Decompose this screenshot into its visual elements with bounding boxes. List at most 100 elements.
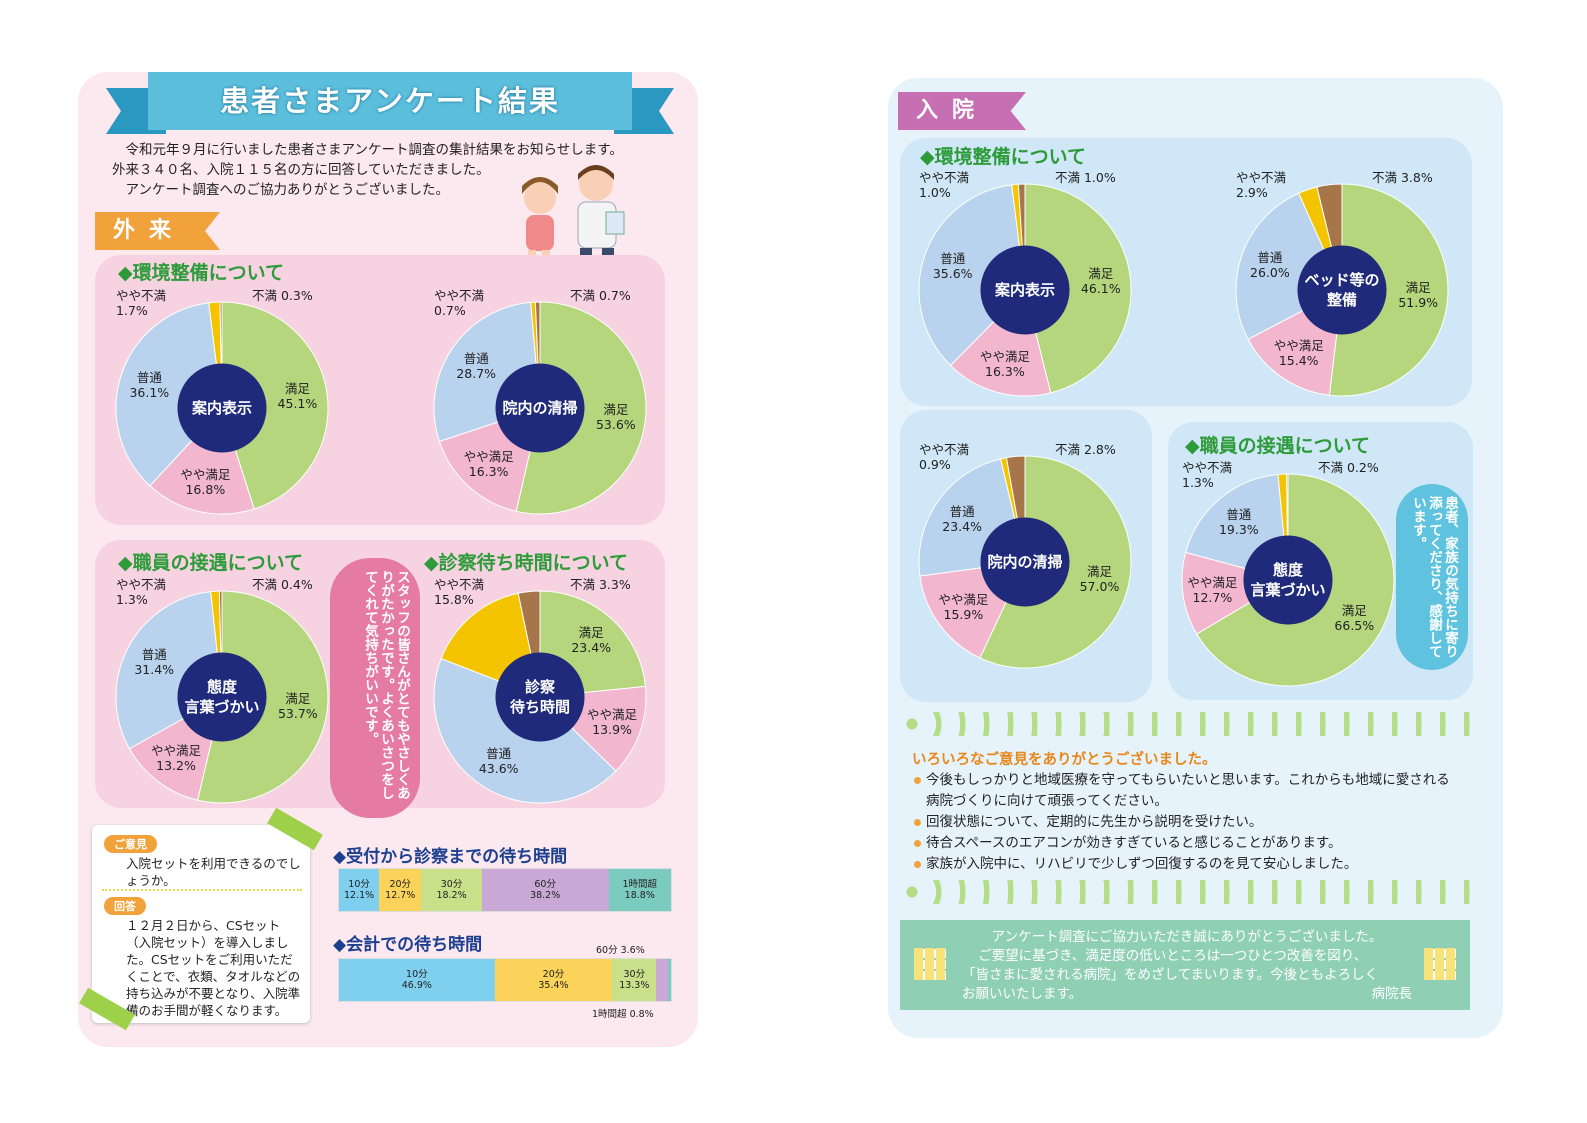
opinions-list: 今後もしっかりと地域医療を守ってもらいたいと思います。これからも地域に愛される病… [914, 770, 1462, 875]
pie-slice-label: やや満足 13.2% [150, 742, 201, 773]
intro-line: 令和元年９月に行いました患者さまアンケート調査の集計結果をお知らせします。 [125, 142, 623, 158]
billing-over1h-label: 1時間超 0.8% [592, 1009, 654, 1020]
reception-wait-heading: ◆受付から診察までの待ち時間 [333, 847, 568, 867]
thanks-line: アンケート調査にご協力いただき誠にありがとうございました。 [991, 929, 1383, 945]
pie-slice [1328, 183, 1449, 397]
pie-slice-label: 不満 3.3% [570, 577, 631, 592]
pie-slice-label: やや不満 1.3% [116, 577, 167, 607]
pie-slice-label: 不満 0.4% [252, 577, 313, 592]
pie-slice-label: やや満足 16.8% [180, 467, 231, 498]
grid-icon [1424, 948, 1456, 980]
pie-center [177, 363, 267, 453]
pie-center [495, 652, 585, 742]
opinions-heading: いろいろなご意見をありがとうございました。 [912, 752, 1217, 768]
inpatient-env-heading: ◆環境整備について [920, 146, 1087, 168]
pie-slice-label: やや満足 15.4% [1273, 337, 1324, 368]
pie-slice-label: やや不満 0.7% [434, 288, 485, 318]
pie-slice-label: 普通 35.6% [932, 250, 973, 281]
thanks-line: 「皆さまに愛される病院」をめざしてまいります。今後ともよろしく [962, 967, 1379, 983]
bar-segment [668, 959, 671, 1001]
bar-segment: 30分 13.3% [612, 959, 657, 1001]
inpatient-comment-bubble: 患者、家族の気持ちに寄り添ってくださり、感謝しています。 [1396, 484, 1468, 670]
pie-slice-label: やや満足 15.9% [938, 592, 989, 623]
reception-wait-bar: 10分 12.1% 20分 12.7% 30分 18.2% 60分 38.2% 1時間超 18.8… [338, 868, 672, 912]
pie-slice-label: 不満 1.0% [1055, 170, 1116, 185]
answer-text: １２月２日から、CSセット（入院セット）を導入しました。CSセットをご利用いただ… [126, 918, 301, 1018]
intro-text: 令和元年９月に行いました患者さまアンケート調査の集計結果をお知らせします。 外来… [112, 140, 672, 200]
intro-line: アンケート調査へのご協力ありがとうございました。 [125, 182, 449, 198]
pie-slice-label: 普通 19.3% [1218, 506, 1259, 537]
thanks-line: お願いいたします。 [962, 986, 1083, 1002]
opinion-item: 回復状態について、定期的に先生から説明を受けたい。 [914, 812, 1462, 833]
pie-title: 診察 待ち時間 [509, 678, 570, 716]
pie-title: 院内の清掃 [502, 399, 578, 417]
pie-chart [115, 590, 329, 804]
pie-chart [115, 301, 329, 515]
doctor-head [579, 167, 613, 201]
thanks-box: アンケート調査にご協力いただき誠にありがとうございました。 ご要望に基づき、満足… [900, 920, 1470, 1010]
pie-slice-label: 満足 57.0% [1079, 563, 1120, 594]
pie-slice-label: 普通 28.7% [456, 351, 497, 382]
pie-slice-label: やや不満 1.7% [116, 288, 167, 318]
pie-slice-label: 不満 3.8% [1372, 170, 1433, 185]
pie-slice-label: 普通 23.4% [942, 503, 982, 534]
billing-wait-heading: ◆会計での待ち時間 [333, 935, 483, 955]
bar-segment: 1時間超 18.8% [608, 869, 671, 911]
bar-segment: 60分 38.2% [481, 869, 609, 911]
outpatient-wait-heading: ◆診察待ち時間について [424, 552, 629, 574]
pie-center [980, 245, 1070, 335]
pie-slice-label: 不満 0.2% [1318, 460, 1379, 475]
pie-title: 案内表示 [994, 281, 1055, 299]
outpatient-env-heading: ◆環境整備について [118, 262, 285, 284]
pie-slice-label: 満足 46.1% [1080, 265, 1121, 296]
pie-center [1297, 245, 1387, 335]
inpatient-staff-heading: ◆職員の接遇について [1185, 435, 1371, 457]
clover-border [900, 880, 1470, 904]
pie-slice [221, 301, 329, 510]
thanks-text: アンケート調査にご協力いただき誠にありがとうございました。 ご要望に基づき、満足… [962, 928, 1412, 1004]
patient-hair [522, 177, 558, 194]
patient-body [526, 215, 554, 251]
pie-chart [918, 183, 1132, 397]
pie-slice [1024, 183, 1132, 394]
pie-slice-label: 普通 36.1% [129, 369, 170, 400]
pie-slice-label: 普通 31.4% [134, 646, 175, 677]
pie-slice [918, 184, 1026, 367]
opinion-item: 待合スペースのエアコンが効きすぎていると感じることがあります。 [914, 833, 1462, 854]
pie-slice-label: やや満足 16.3% [463, 449, 514, 480]
answer-label: 回答 [104, 897, 146, 915]
bar-segment: 20分 35.4% [494, 959, 613, 1001]
grid-icon [914, 948, 946, 980]
pie-slice-label: 満足 45.1% [277, 381, 318, 412]
pie-chart [918, 455, 1132, 669]
pie-slice-label: 満足 23.4% [571, 625, 612, 656]
pie-slice [115, 302, 223, 487]
pie-center [177, 652, 267, 742]
pie-center [495, 363, 585, 453]
pie-slice-label: 満足 53.7% [277, 690, 318, 721]
thanks-line: ご要望に基づき、満足度の低いところは一つひとつ改善を図り、 [978, 948, 1368, 964]
outpatient-staff-heading: ◆職員の接遇について [118, 552, 304, 574]
pie-slice-label: 不満 0.7% [570, 288, 631, 303]
qa-note-card: ご意見 入院セットを利用できるのでしょうか。 回答 １２月２日から、CSセット（… [92, 825, 310, 1023]
pie-slice-label: やや不満 2.9% [1236, 170, 1287, 200]
pie-slice-label: やや満足 16.3% [979, 348, 1030, 379]
pie-chart [433, 301, 647, 515]
signature: 病院長 [1371, 986, 1413, 1002]
pie-center [980, 517, 1070, 607]
clover-border [900, 712, 1470, 736]
clipboard [605, 211, 625, 235]
pie-slice-label: 満足 66.5% [1334, 602, 1375, 633]
pie-slice [1181, 551, 1290, 635]
bar-segment: 10分 46.9% [339, 959, 495, 1001]
pie-chart [1235, 183, 1449, 397]
page-title: 患者さまアンケート結果 [220, 84, 560, 118]
pie-title: 案内表示 [191, 399, 252, 417]
billing-60min-label: 60分 3.6% [596, 945, 645, 956]
bar-segment [656, 959, 669, 1001]
note-divider [102, 889, 302, 891]
doctor-hair [578, 165, 614, 180]
outpatient-comment-bubble: スタッフの皆さんがとてもやさしくありがたかったです。よくあいさつをしてくれて気持… [330, 558, 420, 818]
opinion-item: 家族が入院中に、リハビリで少しずつ回復するのを見て安心しました。 [914, 854, 1462, 875]
pie-center [1243, 535, 1333, 625]
